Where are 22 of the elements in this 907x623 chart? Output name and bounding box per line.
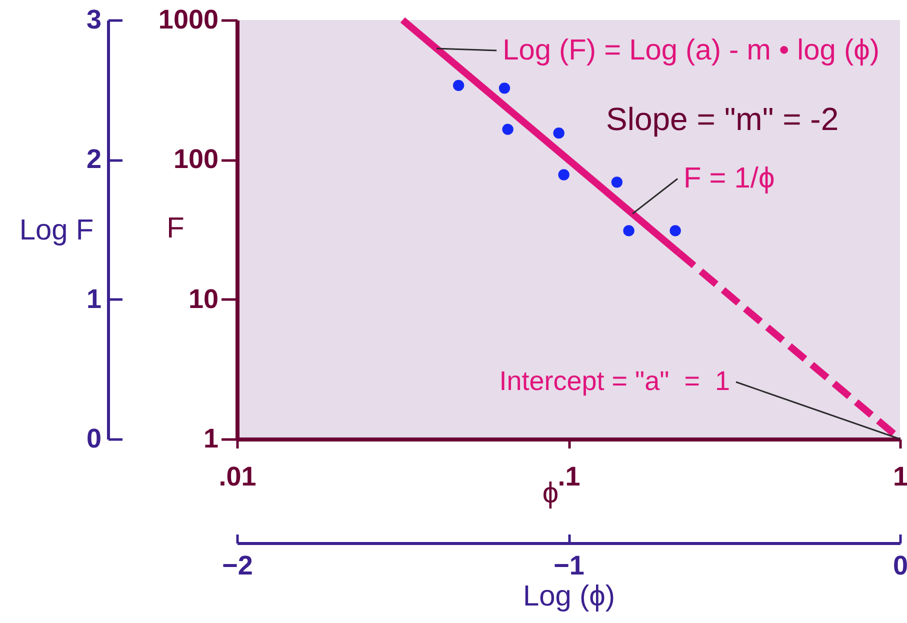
x-tick-label: .01 — [218, 462, 256, 492]
y-tick-label: 100 — [173, 144, 218, 174]
y2-axis-title: Log F — [19, 214, 94, 246]
annotation: F = 1/ϕ — [684, 162, 775, 195]
annotation: Intercept = "a" = 1 — [499, 366, 730, 396]
x2-tick-label: 0 — [892, 550, 907, 580]
x-tick-label: .1 — [558, 462, 580, 492]
annotation: Slope = "m" = -2 — [606, 101, 839, 137]
y-tick-label: 1 — [203, 424, 218, 454]
y2-tick-label: 0 — [86, 424, 102, 454]
y2-tick-label: 1 — [86, 284, 102, 314]
y2-tick-label: 3 — [86, 4, 102, 34]
x2-tick-label: −2 — [222, 550, 253, 580]
annotation: Log (F) = Log (a) - m • log (ϕ) — [502, 34, 880, 67]
y2-tick-label: 2 — [86, 144, 102, 174]
y-tick-label: 10 — [188, 284, 218, 314]
x-axis-title: ϕ — [542, 478, 559, 510]
y-tick-label: 1000 — [158, 4, 218, 34]
x2-axis-title: Log (ϕ) — [523, 580, 615, 612]
x2-tick-label: −1 — [554, 550, 584, 580]
y-axis-title: F — [166, 212, 184, 244]
x-tick-label: 1 — [892, 462, 907, 492]
